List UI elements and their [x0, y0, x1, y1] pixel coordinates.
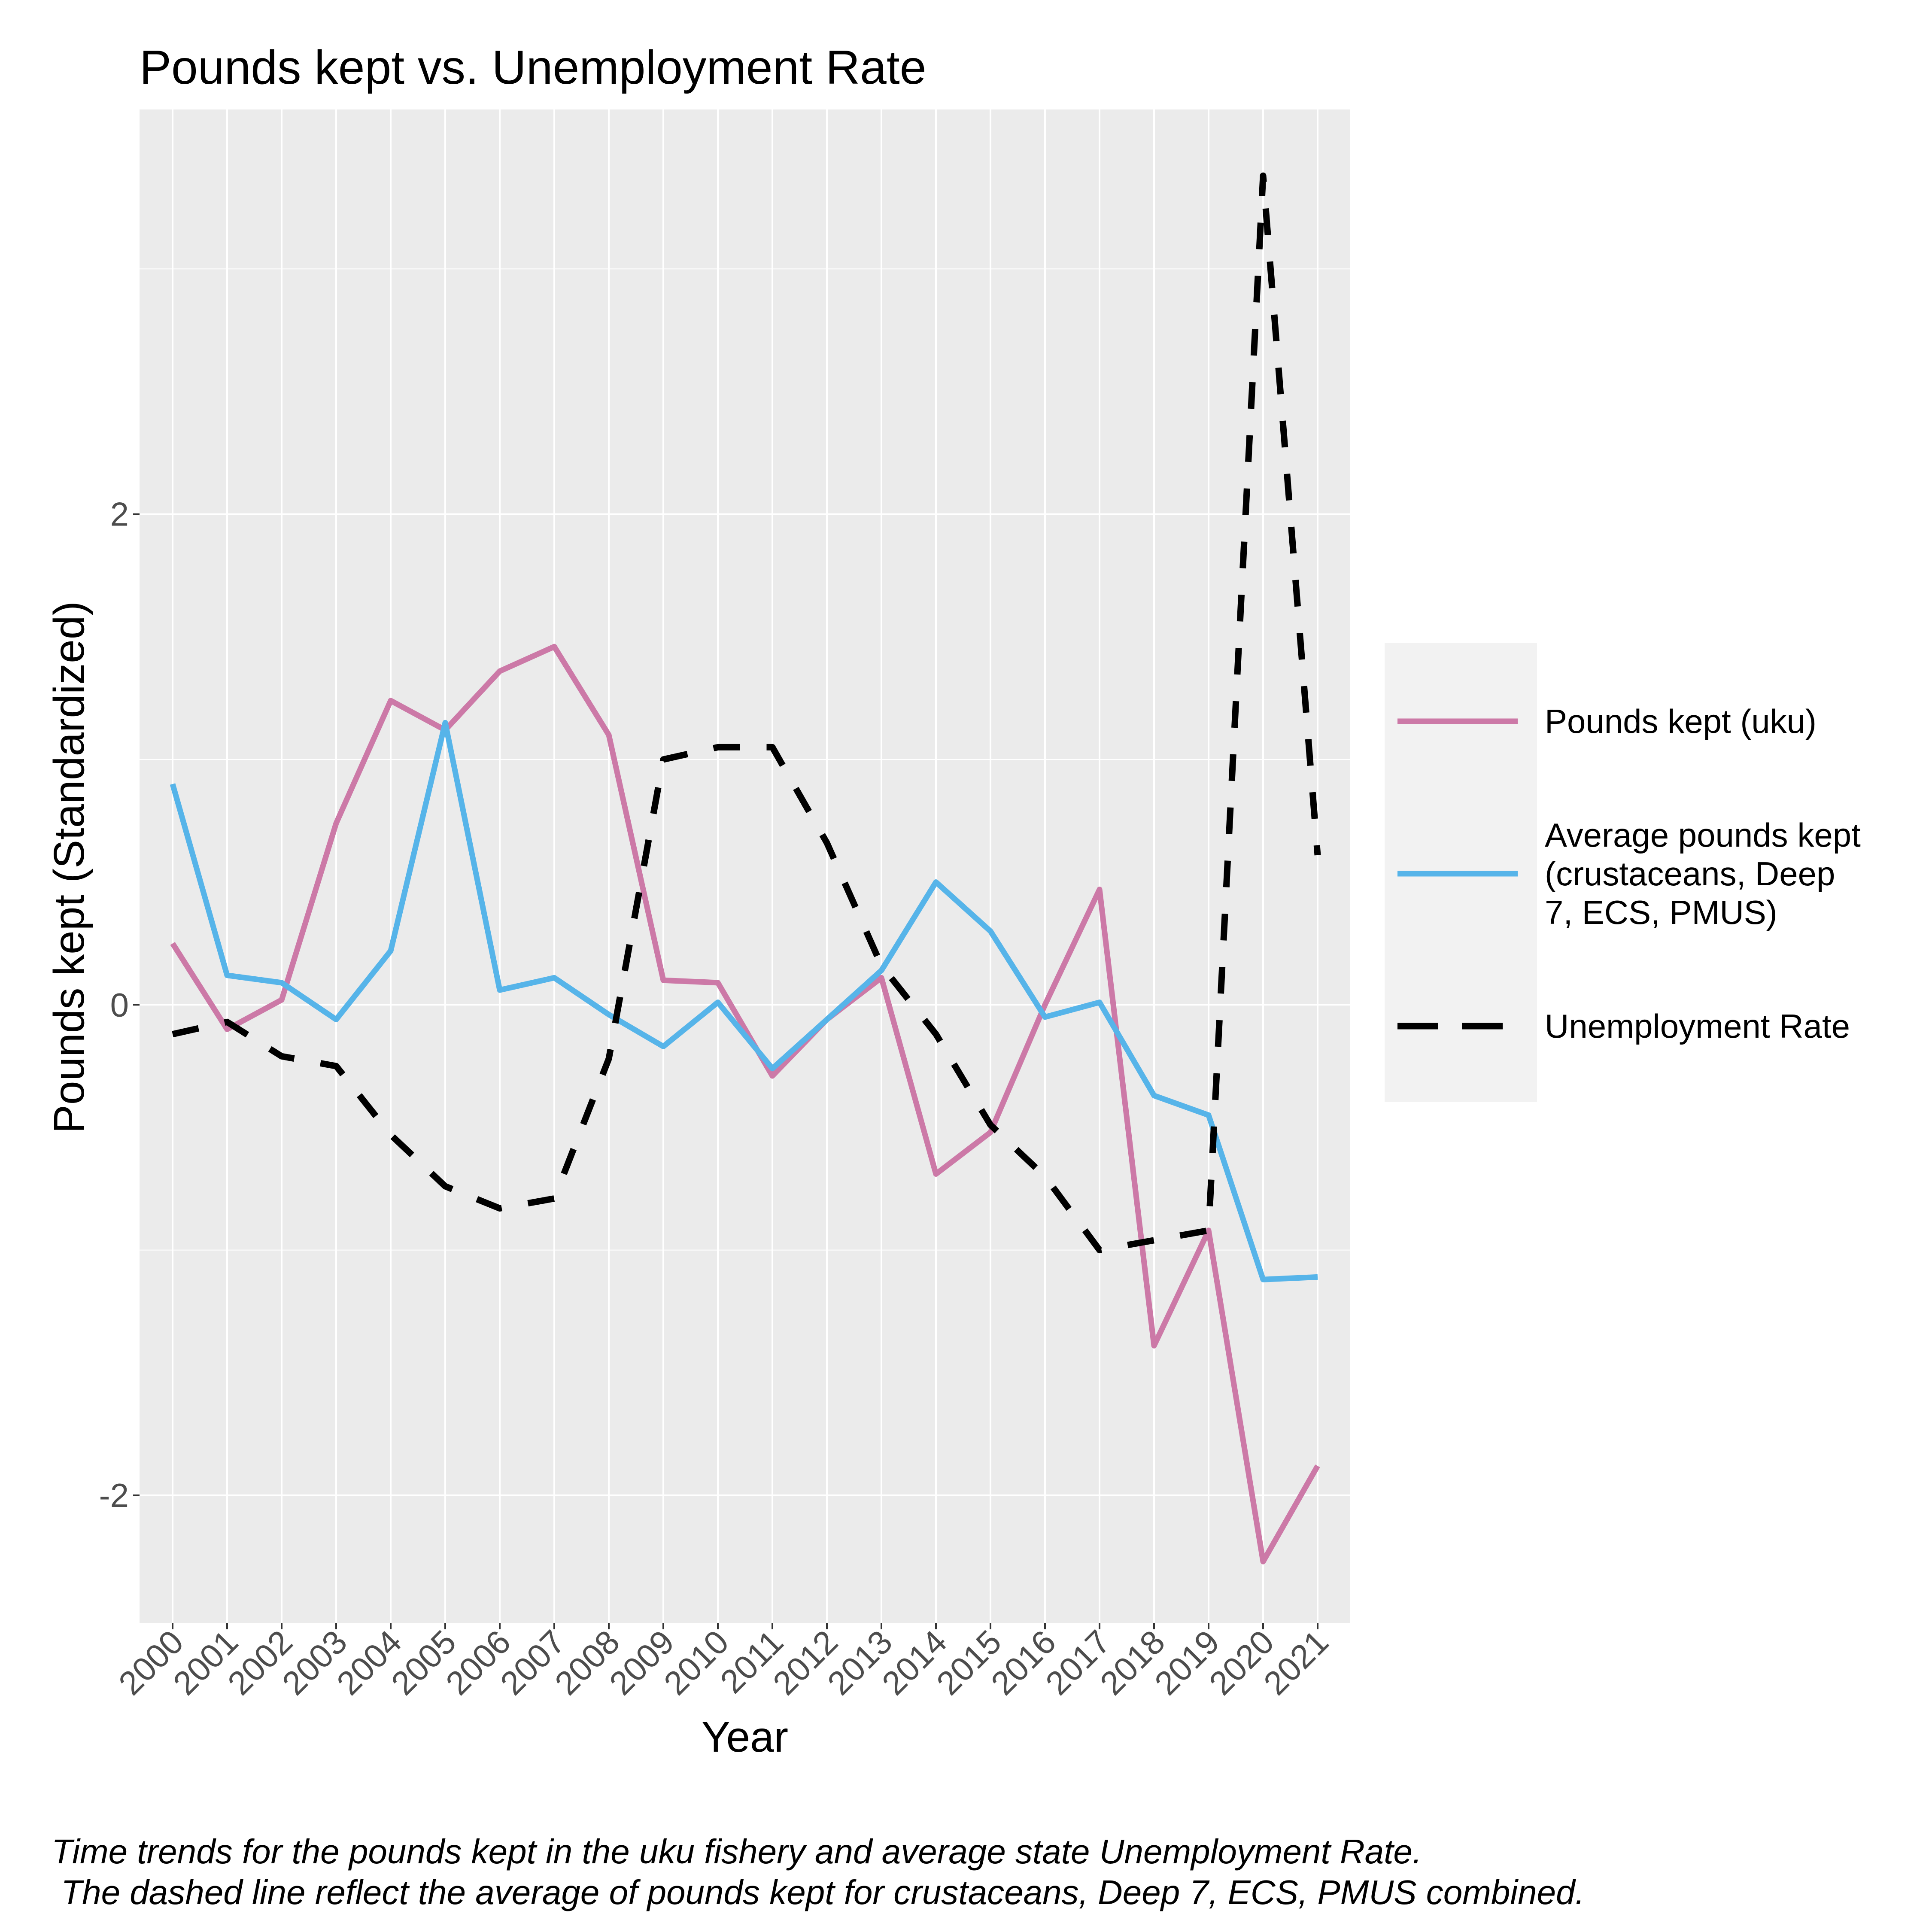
figure-caption: Time trends for the pounds kept in the u… — [52, 1832, 1585, 1911]
y-tick-label: 2 — [110, 495, 129, 533]
y-tick-label: 0 — [110, 986, 129, 1024]
caption-line: Time trends for the pounds kept in the u… — [52, 1832, 1422, 1871]
series-line-2 — [170, 720, 1318, 1282]
legend-label: 7, ECS, PMUS) — [1545, 893, 1777, 931]
series-line-1 — [170, 644, 1320, 1564]
major-gridlines — [140, 109, 1350, 1623]
x-axis-title: Year — [702, 1713, 788, 1761]
legend-label: Pounds kept (uku) — [1545, 702, 1817, 740]
caption-line: The dashed line reflect the average of p… — [52, 1873, 1585, 1911]
legend-label: Average pounds kept — [1545, 816, 1861, 854]
series-line-3 — [172, 172, 1321, 1254]
y-tick-label: -2 — [99, 1476, 129, 1514]
y-axis-title: Pounds kept (Standardized) — [45, 601, 93, 1133]
minor-gridlines — [140, 268, 1350, 1251]
legend-label: (crustaceans, Deep — [1545, 855, 1835, 893]
series-lines — [170, 172, 1321, 1564]
y-axis: -2 0 2 — [99, 495, 140, 1514]
legend-label: Unemployment Rate — [1545, 1007, 1850, 1045]
legend: Pounds kept (uku) Average pounds kept(cru… — [1385, 643, 1861, 1102]
chart-title: Pounds kept vs. Unemployment Rate — [140, 41, 926, 94]
plot-panel — [140, 109, 1350, 1623]
